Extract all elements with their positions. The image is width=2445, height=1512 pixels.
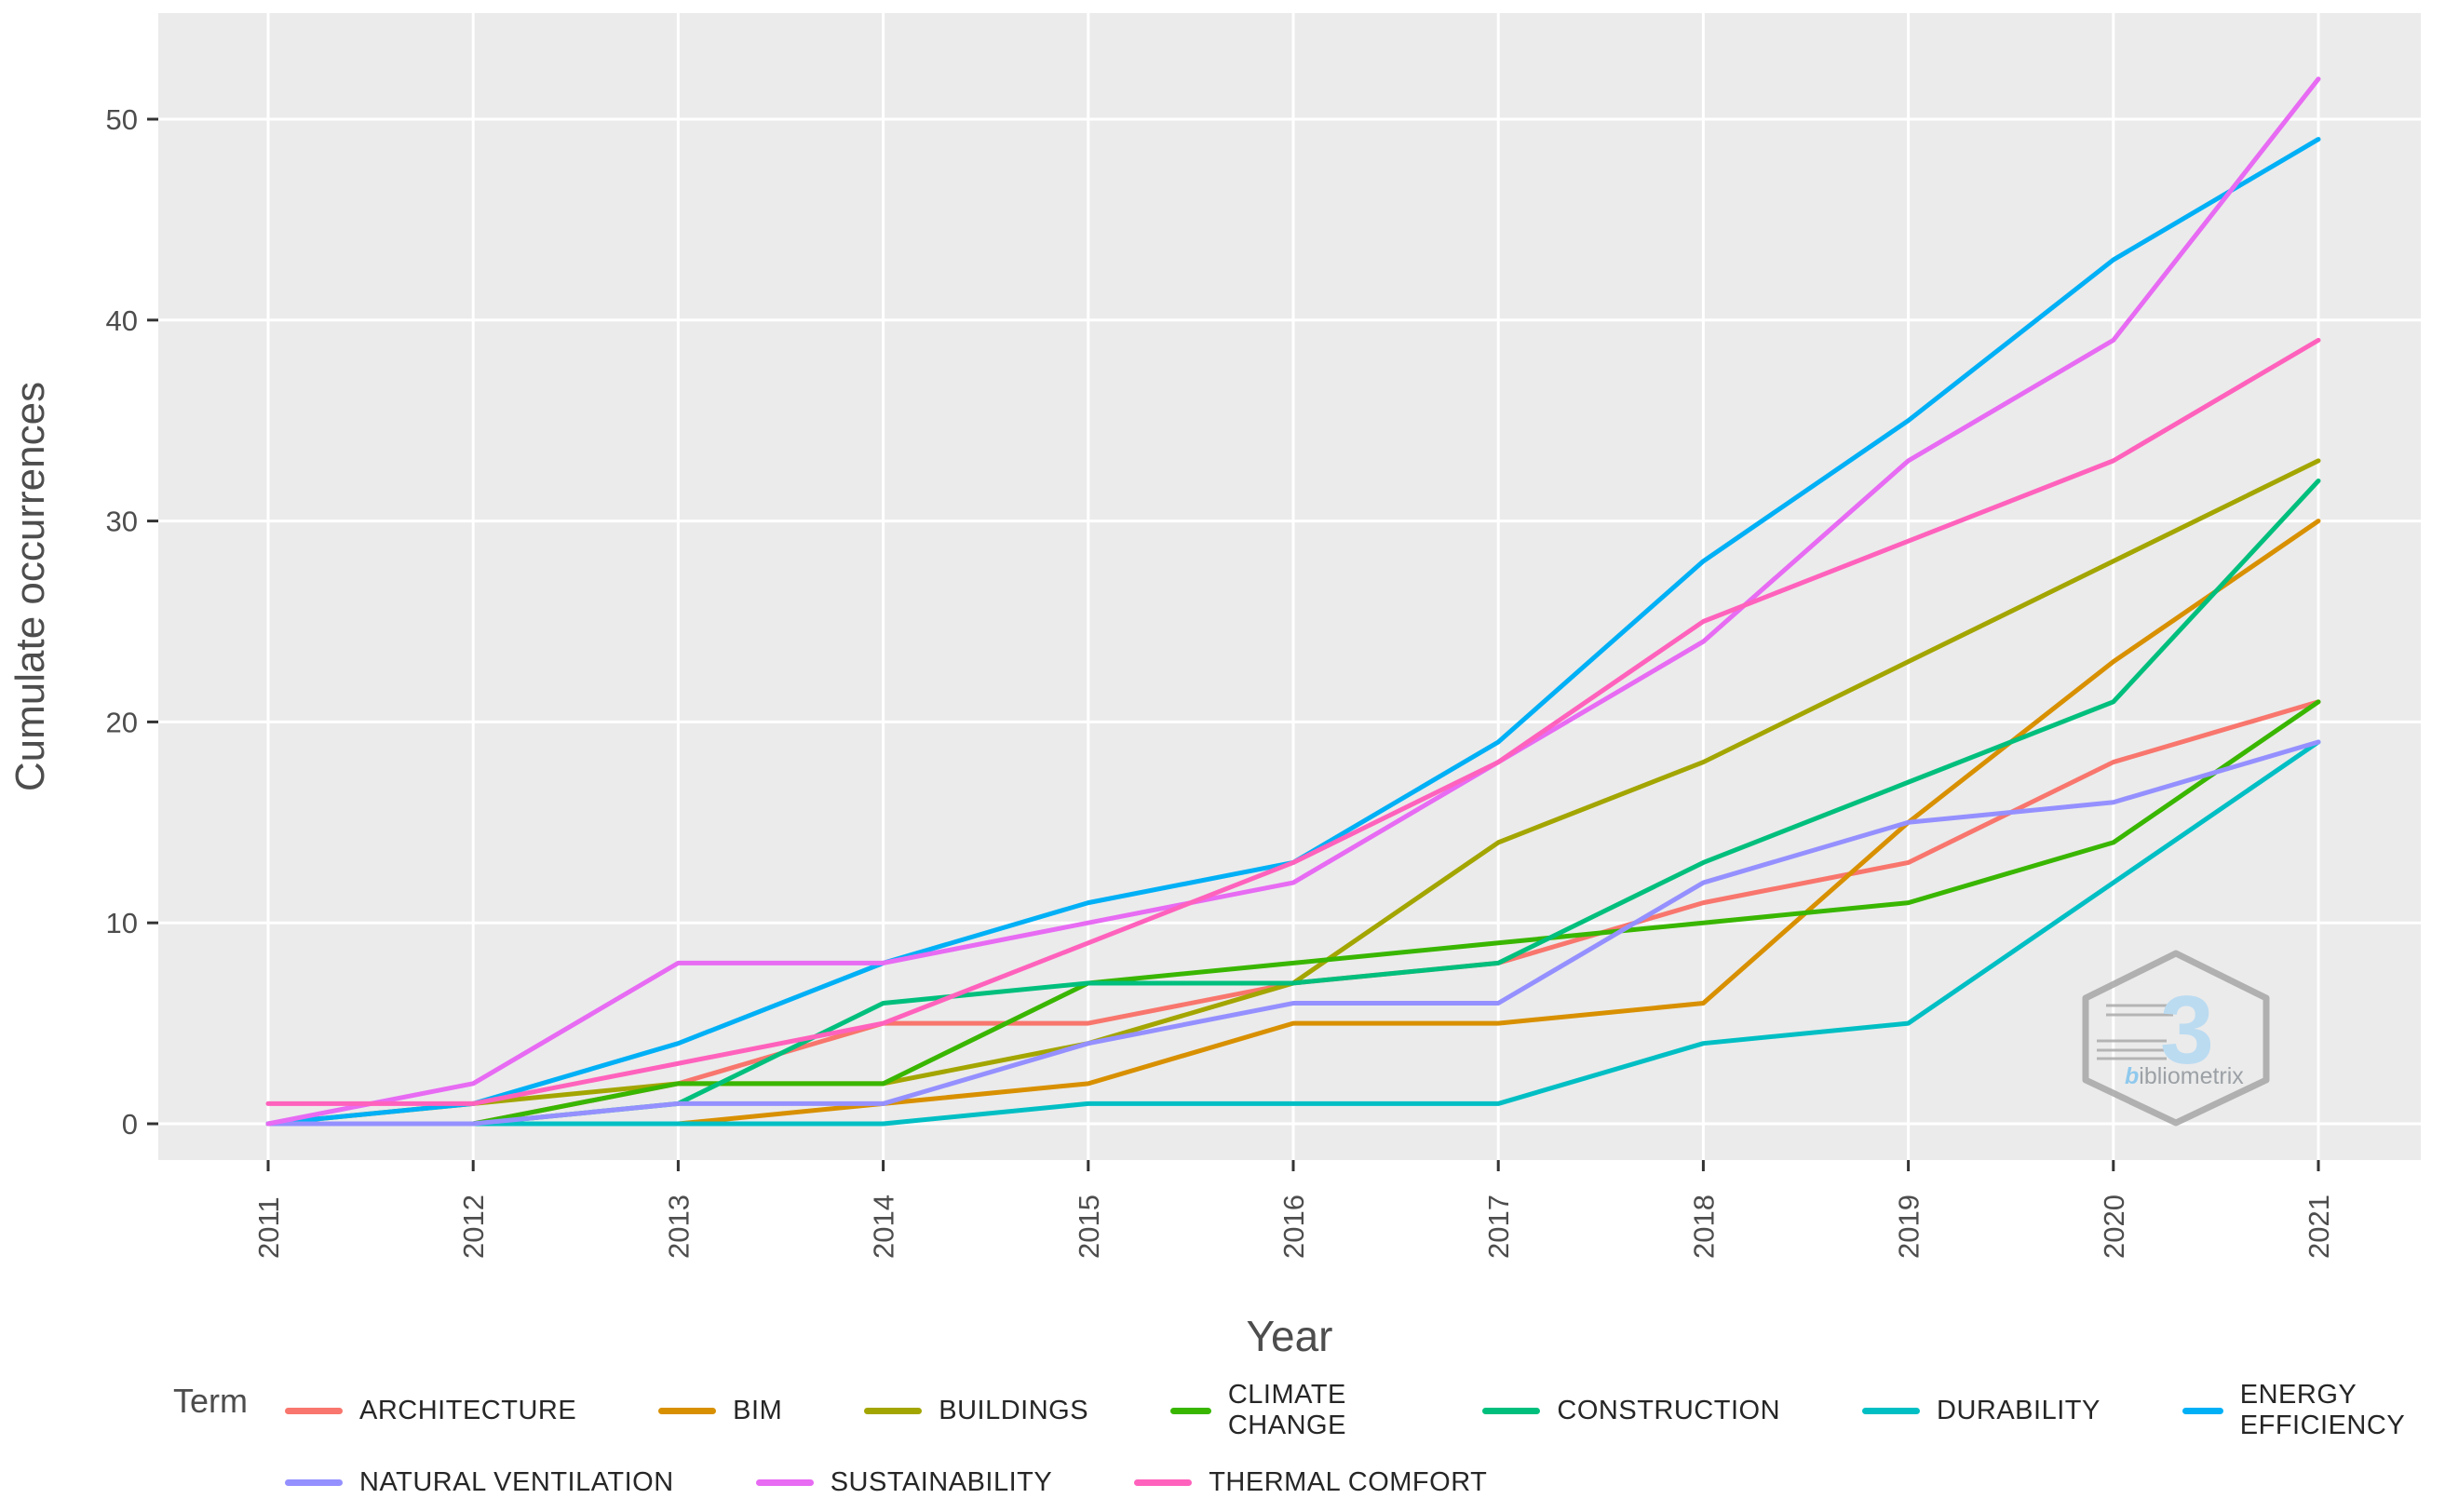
legend-item-sustainability: SUSTAINABILITY: [755, 1467, 1053, 1498]
series-line-sustainability: [265, 76, 2321, 1127]
x-tick-label: 2015: [1073, 1195, 1105, 1259]
x-tick-label: 2019: [1893, 1195, 1925, 1259]
legend-row: ARCHITECTURE BIM BUILDINGS CLIMATE CHANGE CO…: [285, 1380, 2445, 1441]
series-line-natural-ventilation: [265, 739, 2321, 1127]
legend-item-label: ENERGY EFFICIENCY: [2239, 1380, 2406, 1440]
x-tick-label: 2013: [662, 1195, 695, 1259]
logo-wordmark: bibliometrix: [2125, 1063, 2244, 1089]
legend-title: Term: [173, 1382, 248, 1420]
x-tick-label: 2021: [2303, 1195, 2335, 1259]
series-line-durability: [265, 739, 2321, 1127]
legend-item-label: SUSTAINABILITY: [830, 1467, 1053, 1497]
logo-mark: 3: [2160, 977, 2214, 1085]
legend-row: NATURAL VENTILATION SUSTAINABILITY THERMAL…: [285, 1467, 2445, 1498]
legend-item-architecture: ARCHITECTURE: [285, 1396, 576, 1426]
y-tick-label: 0: [122, 1108, 138, 1141]
y-tick-label: 40: [106, 304, 138, 337]
legend-item-climate-change: CLIMATE CHANGE: [1170, 1380, 1400, 1441]
legend: Term ARCHITECTURE BIM BUILDINGS CLIMATE CHA…: [173, 1380, 2445, 1498]
x-axis-title: Year: [1246, 1312, 1333, 1360]
legend-item-durability: DURABILITY: [1862, 1396, 2101, 1426]
book-pages-icon: [2097, 1004, 2173, 1060]
x-tick-label: 2017: [1482, 1195, 1515, 1259]
plot-panel: [158, 13, 2421, 1160]
legend-item-label: BUILDINGS: [939, 1395, 1089, 1425]
y-axis-title: Cumulate occurrences: [7, 381, 53, 792]
legend-item-energy-efficiency: ENERGY EFFICIENCY: [2182, 1380, 2445, 1441]
legend-swatch-natural-ventilation: [285, 1479, 343, 1486]
legend-item-label: DURABILITY: [1937, 1395, 2101, 1425]
legend-item-thermal-comfort: THERMAL COMFORT: [1134, 1467, 1487, 1498]
legend-swatch-bim: [658, 1407, 717, 1414]
legend-swatch-sustainability: [755, 1479, 814, 1486]
legend-item-label: THERMAL COMFORT: [1209, 1467, 1488, 1497]
y-tick-label: 20: [106, 706, 138, 738]
x-tick-label: 2011: [252, 1196, 285, 1259]
legend-swatch-construction: [1482, 1407, 1541, 1414]
bibliometrix-watermark: 3 bibliometrix: [2082, 950, 2270, 1127]
y-tick-label: 10: [106, 907, 138, 939]
legend-item-label: NATURAL VENTILATION: [359, 1467, 674, 1497]
y-tick-label: 30: [106, 506, 138, 538]
x-tick-label: 2014: [868, 1195, 900, 1259]
legend-swatch-climate-change: [1170, 1407, 1211, 1414]
logo-wordmark-initial: b: [2125, 1063, 2139, 1089]
legend-item-bim: BIM: [658, 1396, 782, 1426]
legend-swatch-durability: [1862, 1407, 1921, 1414]
series-line-climate-change: [265, 699, 2321, 1127]
x-tick-label: 2012: [457, 1195, 490, 1259]
plot-area: 0 10 20 30 40 50 2011 2012 2013 2014 2015 2016 2017 2…: [106, 13, 2421, 1259]
legend-item-label: ARCHITECTURE: [359, 1395, 577, 1425]
x-tick-label: 2018: [1687, 1195, 1720, 1259]
legend-item-buildings: BUILDINGS: [864, 1396, 1088, 1426]
legend-swatch-buildings: [864, 1407, 923, 1414]
x-tick-label: 2016: [1277, 1195, 1310, 1259]
legend-swatch-energy-efficiency: [2182, 1407, 2223, 1414]
x-tick-label: 2020: [2098, 1195, 2130, 1259]
legend-item-label: BIM: [733, 1395, 783, 1425]
y-tick-label: 50: [106, 103, 138, 136]
legend-item-construction: CONSTRUCTION: [1482, 1396, 1780, 1426]
logo-wordmark-rest: ibliometrix: [2139, 1063, 2244, 1089]
legend-rows: ARCHITECTURE BIM BUILDINGS CLIMATE CHANGE CO…: [285, 1380, 2445, 1498]
legend-item-natural-ventilation: NATURAL VENTILATION: [285, 1467, 674, 1498]
legend-swatch-architecture: [285, 1407, 343, 1414]
legend-item-label: CLIMATE CHANGE: [1227, 1380, 1346, 1440]
legend-item-label: CONSTRUCTION: [1557, 1395, 1781, 1425]
series-line-thermal-comfort: [265, 337, 2321, 1106]
hexagon-logo-icon: 3 bibliometrix: [2082, 950, 2270, 1127]
legend-swatch-thermal-comfort: [1134, 1479, 1193, 1486]
